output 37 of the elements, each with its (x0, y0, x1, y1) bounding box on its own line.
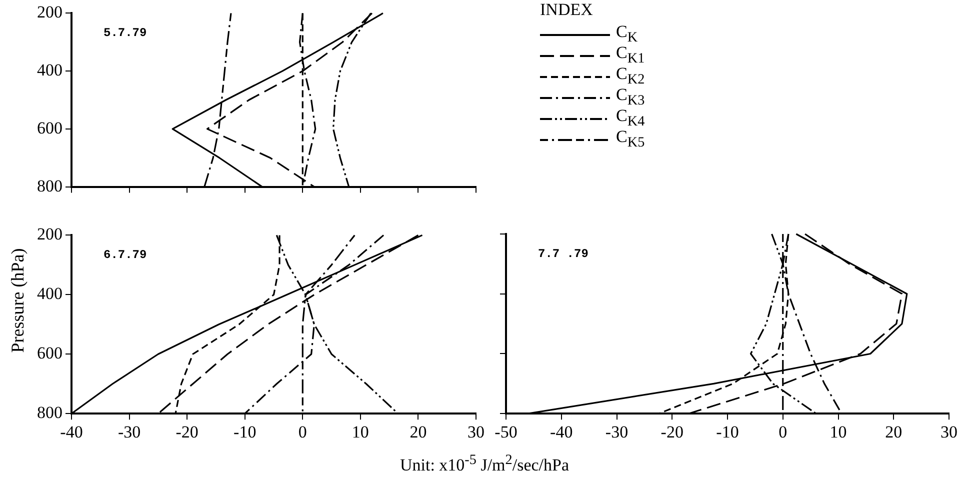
y-tick-label: 400 (37, 284, 62, 304)
x-tick-label: 10 (830, 422, 847, 442)
x-tick-label: -20 (176, 422, 198, 442)
x-tick-label: -30 (605, 422, 628, 442)
y-tick-label: 200 (37, 2, 62, 22)
x-axis-title: Unit: x10$^{-5}$ J/m$^{2}$/sec/hPa (398, 452, 570, 476)
legend-label: C$_{K1}$ (616, 43, 645, 67)
x-tick-label: -40 (60, 422, 83, 442)
annotation: 6.7.79 (104, 248, 147, 262)
legend-label: C$_{K4}$ (616, 106, 645, 130)
x-tick-label: 20 (885, 422, 902, 442)
x-tick-label: -20 (660, 422, 684, 442)
annotation: 7.7 .79 (538, 247, 588, 262)
x-tick-label: -40 (550, 422, 573, 442)
x-tick-label: 30 (940, 422, 958, 442)
x-tick-label: -10 (234, 422, 256, 442)
legend-label: C$_{K5}$ (616, 127, 645, 152)
x-tick-label: 10 (352, 422, 369, 442)
y-tick-label: 400 (37, 60, 62, 80)
y-tick-label: 800 (37, 176, 62, 196)
x-tick-label: 0 (298, 422, 307, 442)
legend-label: C$_{K3}$ (616, 85, 645, 109)
x-tick-label: -10 (716, 422, 739, 442)
y-tick-label: 600 (37, 344, 62, 363)
y-tick-label: 200 (37, 224, 62, 244)
x-tick-label: 0 (778, 422, 788, 442)
x-tick-label: 30 (468, 422, 484, 442)
annotation: 5.7.79 (104, 26, 147, 40)
legend-label: C$_{K}$ (616, 22, 638, 46)
x-tick-label: -30 (118, 422, 141, 442)
x-tick-label: -50 (494, 422, 518, 442)
y-tick-label: 800 (37, 403, 62, 422)
y-axis-title: Pressure (hPa) (8, 247, 28, 355)
legend-label: C$_{K2}$ (616, 64, 645, 88)
x-tick-label: 20 (410, 422, 427, 442)
y-tick-label: 600 (37, 118, 62, 138)
legend-title: INDEX (540, 0, 594, 20)
